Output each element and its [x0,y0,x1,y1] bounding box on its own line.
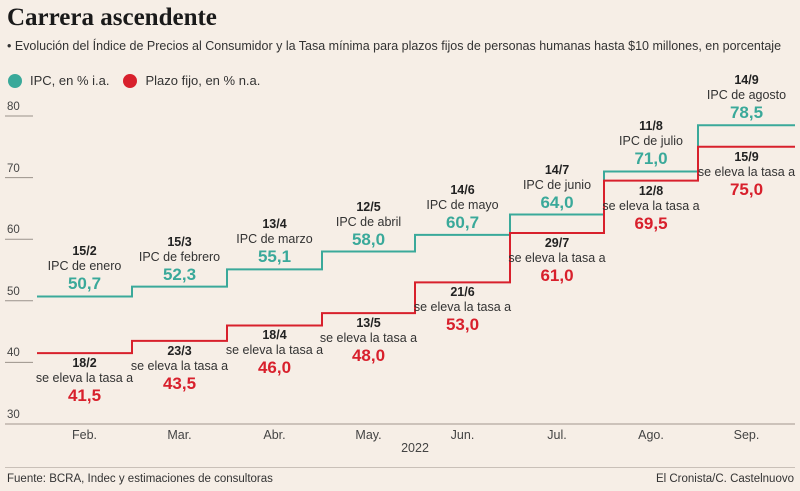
annotation-date: 14/7 [544,162,570,177]
legend-label-plazo-fijo: Plazo fijo, en % n.a. [145,73,261,88]
annotation-date: 15/9 [734,149,759,164]
annotation-date: 15/3 [167,234,192,249]
ipc-annotation: 15/3 IPC de febrero 52,3 [115,235,245,284]
credit-note: El Cronista/C. Castelnuovo [655,473,794,485]
annotation-value: 64,0 [540,192,574,212]
ipc-annotation: 14/7 IPC de junio 64,0 [492,163,622,212]
annotation-text: IPC de agosto [706,88,787,103]
annotation-date: 29/7 [544,236,570,251]
plazo-fijo-annotation: 18/2 se eleva la tasa a 41,5 [20,356,150,405]
annotation-date: 18/2 [72,356,97,371]
plazo-fijo-annotation: 13/5 se eleva la tasa a 48,0 [304,316,434,365]
y-tick-label: 40 [7,347,20,360]
annotation-value: 75,0 [729,179,764,199]
plazo-fijo-annotation: 21/6 se eleva la tasa a 53,0 [398,285,528,334]
legend-item-ipc: IPC, en % i.a. [8,73,109,88]
annotation-text: IPC de febrero [138,249,221,264]
series-line-plazo-fijo [37,145,795,355]
annotation-text: se eleva la tasa a [319,331,418,346]
ipc-annotation: 15/2 IPC de enero 50,7 [20,244,150,293]
annotation-text: se eleva la tasa a [602,198,700,213]
chart-title: Carrera ascendente [7,4,217,31]
annotation-value: 60,7 [445,212,480,232]
annotation-value: 43,5 [162,373,197,393]
legend-item-plazo-fijo: Plazo fijo, en % n.a. [123,73,260,88]
annotation-text: IPC de mayo [426,197,499,212]
annotation-text: se eleva la tasa a [225,343,324,358]
x-tick-label: Ago. [638,428,664,442]
ipc-annotation: 11/8 IPC de julio 71,0 [586,119,716,168]
annotation-text: IPC de abril [335,214,402,229]
y-tick-label: 60 [7,224,20,237]
annotation-value: 58,0 [351,229,386,249]
annotation-date: 14/6 [450,182,475,197]
footer-divider [5,467,795,468]
annotation-value: 48,0 [351,346,386,366]
annotation-date: 13/5 [356,316,381,331]
plazo-fijo-annotation: 23/3 se eleva la tasa a 43,5 [115,344,245,393]
annotation-text: IPC de marzo [236,232,313,247]
plazo-fijo-annotation: 29/7 se eleva la tasa a 61,0 [492,236,622,285]
annotation-text: se eleva la tasa a [508,251,606,266]
annotation-value: 52,3 [162,264,197,284]
x-tick-label: Sep. [733,428,760,442]
annotation-text: IPC de julio [619,134,683,149]
x-tick-label: Feb. [71,428,97,442]
ipc-annotation: 12/5 IPC de abril 58,0 [304,200,434,249]
annotation-value: 41,5 [67,386,102,406]
annotation-date: 21/6 [450,285,475,300]
annotation-date: 11/8 [639,119,663,134]
annotation-text: se eleva la tasa a [130,358,229,373]
annotation-value: 69,5 [634,213,668,233]
legend-swatch-ipc [8,73,22,88]
x-tick-label: Mar. [167,428,192,442]
annotation-value: 50,7 [67,274,102,294]
x-tick-label: Abr. [263,428,286,442]
ipc-annotation: 13/4 IPC de marzo 55,1 [210,217,340,266]
annotation-date: 23/3 [167,343,192,358]
annotation-text: se eleva la tasa a [413,300,512,315]
legend-swatch-plazo-fijo [123,73,138,88]
annotation-value: 61,0 [540,266,574,286]
series-line-ipc [37,124,795,298]
annotation-value: 55,1 [257,247,292,267]
ipc-annotation: 14/9 IPC de agosto 78,5 [682,73,800,122]
chart-subtitle: • Evolución del Índice de Precios al Con… [7,39,782,53]
annotation-date: 14/9 [734,73,759,88]
annotation-value: 71,0 [634,149,668,169]
annotation-date: 12/5 [356,199,381,214]
plazo-fijo-annotation: 15/9 se eleva la tasa a 75,0 [682,150,800,199]
x-tick-label: Jun. [450,428,475,442]
annotation-text: se eleva la tasa a [697,164,796,179]
legend: IPC, en % i.a. Plazo fijo, en % n.a. [8,73,260,88]
source-note: Fuente: BCRA, Indec y estimaciones de co… [7,473,273,485]
plazo-fijo-annotation: 18/4 se eleva la tasa a 46,0 [210,328,340,377]
annotation-date: 13/4 [262,217,287,232]
ipc-annotation: 14/6 IPC de mayo 60,7 [398,183,528,232]
legend-label-ipc: IPC, en % i.a. [30,73,110,88]
annotation-text: IPC de junio [522,177,592,192]
annotation-date: 18/4 [262,328,287,343]
x-tick-label: Jul. [547,428,567,442]
y-tick-label: 50 [7,285,20,298]
plazo-fijo-annotation: 12/8 se eleva la tasa a 69,5 [586,184,716,233]
annotation-date: 15/2 [72,244,97,259]
y-tick-label: 70 [7,162,20,175]
annotation-text: IPC de enero [47,259,122,274]
y-tick-label: 80 [7,101,20,113]
annotation-date: 12/8 [638,183,664,198]
x-tick-label: May. [355,428,382,442]
annotation-value: 53,0 [445,315,480,335]
x-axis-label: 2022 [401,441,429,455]
annotation-value: 46,0 [257,358,292,378]
annotation-text: se eleva la tasa a [35,371,134,386]
annotation-value: 78,5 [729,103,764,123]
y-tick-label: 30 [7,409,20,421]
